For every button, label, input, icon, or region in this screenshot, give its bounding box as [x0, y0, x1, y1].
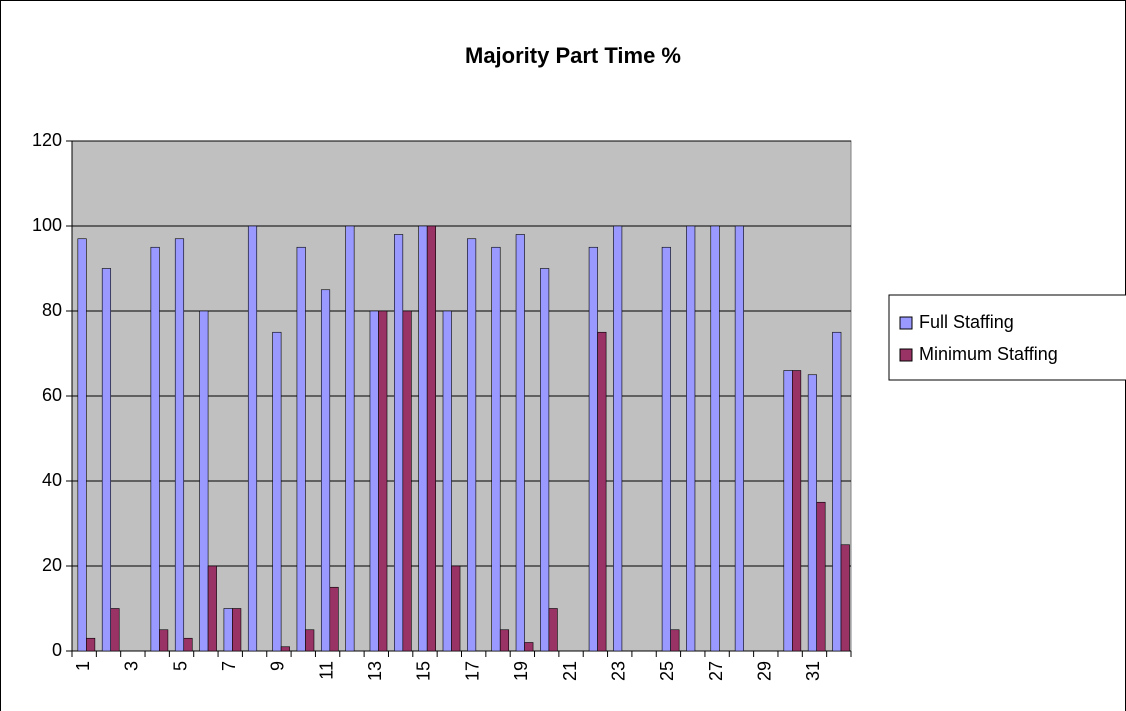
bar: [150, 246, 160, 652]
bar: [223, 608, 233, 652]
bar: [524, 642, 534, 652]
y-tick-label: 100: [32, 215, 62, 235]
x-tick-label: 11: [316, 661, 336, 680]
bar: [710, 225, 720, 652]
x-tick-label: 21: [560, 661, 580, 681]
x-tick-label: 1: [73, 661, 93, 671]
y-tick-label: 0: [52, 640, 62, 660]
bar: [613, 225, 623, 652]
bar: [101, 268, 112, 652]
bar: [207, 565, 217, 652]
x-tick-label: 15: [414, 661, 434, 681]
x-tick-label: 31: [803, 661, 823, 681]
bar: [467, 238, 477, 652]
bar: [451, 565, 461, 652]
bar: [661, 246, 671, 652]
bar: [783, 370, 793, 652]
bar: [402, 310, 412, 652]
bar: [670, 629, 680, 652]
chart-title: Majority Part Time %: [465, 43, 681, 68]
bar: [272, 331, 282, 652]
bar: [320, 289, 331, 652]
bar: [345, 225, 355, 652]
y-tick-label: 40: [42, 470, 62, 490]
bar: [686, 225, 696, 652]
x-tick-label: 3: [122, 661, 142, 671]
bar: [247, 225, 258, 652]
x-tick-label: 29: [755, 661, 775, 681]
bar: [110, 608, 120, 652]
x-tick-label: 23: [608, 661, 628, 681]
bar: [832, 331, 842, 652]
x-tick-label: 17: [462, 661, 482, 681]
x-tick-label: 5: [170, 661, 190, 671]
bar: [840, 544, 850, 652]
legend-label: Full Staffing: [919, 312, 1014, 332]
bar: [305, 629, 315, 652]
x-tick-label: 13: [365, 661, 385, 681]
bar: [77, 238, 87, 652]
bar: [174, 238, 185, 652]
x-tick-label: 7: [219, 661, 239, 671]
bar: [280, 646, 290, 652]
x-tick-label: 9: [268, 661, 288, 671]
bar: [499, 629, 510, 652]
y-tick-label: 60: [42, 385, 62, 405]
bar: [378, 310, 388, 652]
x-tick-label: 25: [657, 661, 677, 681]
bar: [296, 246, 306, 652]
legend-swatch: [899, 348, 913, 362]
bar: [515, 234, 525, 652]
bar: [199, 310, 209, 652]
bar: [540, 268, 550, 652]
x-tick-label: 27: [706, 661, 726, 681]
bar: [232, 608, 242, 652]
bar: [491, 246, 501, 652]
y-tick-label: 20: [42, 555, 62, 575]
legend-swatch: [899, 316, 913, 330]
bar: [807, 374, 817, 652]
legend-label: Minimum Staffing: [919, 344, 1058, 364]
y-tick-label: 80: [42, 300, 62, 320]
bar: [816, 501, 826, 652]
x-tick-label: 19: [511, 661, 531, 681]
bar: [394, 234, 404, 652]
bar: [86, 637, 96, 652]
y-tick-label: 120: [32, 130, 62, 150]
bar: [734, 225, 744, 652]
bar: [329, 586, 339, 652]
bar: [369, 310, 379, 652]
bar: [426, 225, 436, 652]
bar: [442, 310, 452, 652]
bar: [548, 608, 558, 652]
bar: [588, 246, 598, 652]
bar: [159, 629, 169, 652]
legend-box: [888, 294, 1126, 381]
bar: [597, 331, 607, 652]
bar: [183, 637, 193, 652]
bar: [792, 370, 802, 652]
bar: [418, 225, 428, 652]
